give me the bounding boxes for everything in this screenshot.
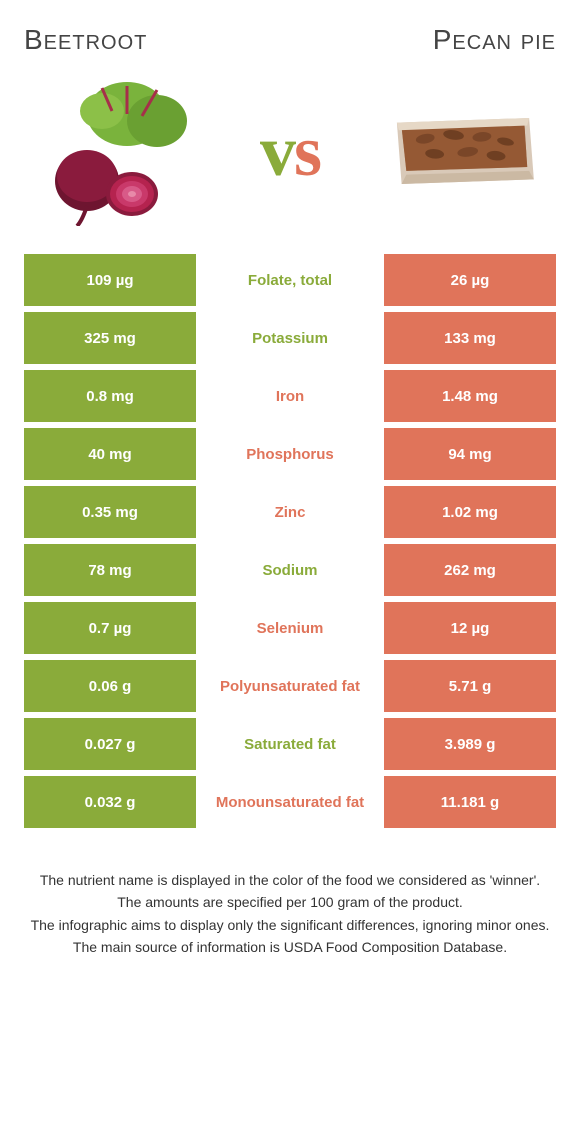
nutrient-label: Saturated fat xyxy=(196,718,384,770)
right-value: 26 µg xyxy=(384,254,556,306)
left-value: 0.06 g xyxy=(24,660,196,712)
left-value: 40 mg xyxy=(24,428,196,480)
footer-line: The infographic aims to display only the… xyxy=(20,915,560,935)
nutrient-label: Polyunsaturated fat xyxy=(196,660,384,712)
right-value: 133 mg xyxy=(384,312,556,364)
footer-notes: The nutrient name is displayed in the co… xyxy=(0,834,580,957)
nutrient-label: Phosphorus xyxy=(196,428,384,480)
right-value: 3.989 g xyxy=(384,718,556,770)
nutrient-label: Monounsaturated fat xyxy=(196,776,384,828)
footer-line: The nutrient name is displayed in the co… xyxy=(20,870,560,890)
right-value: 11.181 g xyxy=(384,776,556,828)
right-value: 1.48 mg xyxy=(384,370,556,422)
left-value: 0.8 mg xyxy=(24,370,196,422)
nutrient-row: 0.35 mgZinc1.02 mg xyxy=(24,486,556,538)
nutrient-row: 109 µgFolate, total26 µg xyxy=(24,254,556,306)
nutrient-label: Zinc xyxy=(196,486,384,538)
nutrient-table: 109 µgFolate, total26 µg325 mgPotassium1… xyxy=(24,254,556,828)
left-value: 0.7 µg xyxy=(24,602,196,654)
pecan-pie-image xyxy=(378,76,548,226)
left-value: 78 mg xyxy=(24,544,196,596)
nutrient-row: 0.06 gPolyunsaturated fat5.71 g xyxy=(24,660,556,712)
footer-line: The main source of information is USDA F… xyxy=(20,937,560,957)
nutrient-label: Folate, total xyxy=(196,254,384,306)
hero-row: vs xyxy=(24,76,556,226)
nutrient-row: 40 mgPhosphorus94 mg xyxy=(24,428,556,480)
nutrient-label: Sodium xyxy=(196,544,384,596)
left-value: 0.032 g xyxy=(24,776,196,828)
nutrient-row: 325 mgPotassium133 mg xyxy=(24,312,556,364)
right-value: 1.02 mg xyxy=(384,486,556,538)
nutrient-row: 0.8 mgIron1.48 mg xyxy=(24,370,556,422)
nutrient-row: 0.7 µgSelenium12 µg xyxy=(24,602,556,654)
footer-line: The amounts are specified per 100 gram o… xyxy=(20,892,560,912)
right-value: 5.71 g xyxy=(384,660,556,712)
right-value: 12 µg xyxy=(384,602,556,654)
left-value: 325 mg xyxy=(24,312,196,364)
nutrient-label: Selenium xyxy=(196,602,384,654)
title-row: Beetroot Pecan pie xyxy=(24,24,556,56)
nutrient-row: 0.027 gSaturated fat3.989 g xyxy=(24,718,556,770)
food-left-title: Beetroot xyxy=(24,24,147,56)
left-value: 0.027 g xyxy=(24,718,196,770)
right-value: 94 mg xyxy=(384,428,556,480)
beetroot-image xyxy=(32,76,202,226)
infographic-container: Beetroot Pecan pie vs xyxy=(0,0,580,828)
vs-label: vs xyxy=(260,110,320,193)
left-value: 0.35 mg xyxy=(24,486,196,538)
right-value: 262 mg xyxy=(384,544,556,596)
left-value: 109 µg xyxy=(24,254,196,306)
food-right-title: Pecan pie xyxy=(433,24,556,56)
nutrient-label: Potassium xyxy=(196,312,384,364)
nutrient-row: 0.032 gMonounsaturated fat11.181 g xyxy=(24,776,556,828)
nutrient-label: Iron xyxy=(196,370,384,422)
nutrient-row: 78 mgSodium262 mg xyxy=(24,544,556,596)
